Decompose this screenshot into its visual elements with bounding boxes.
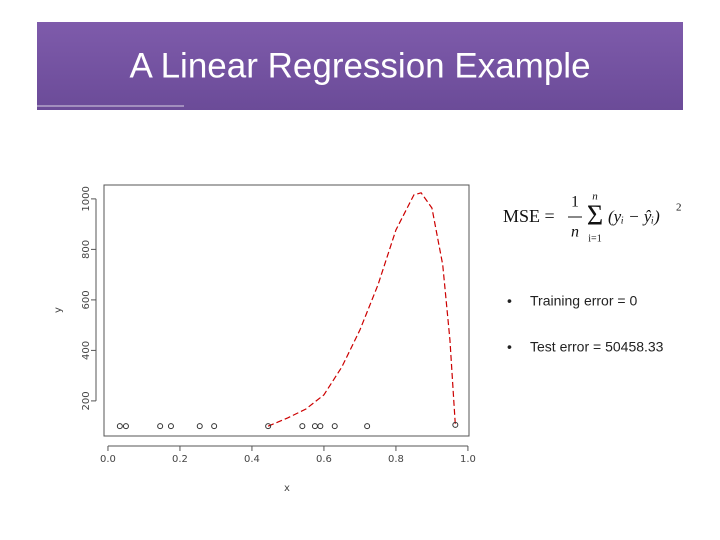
x-tick-label: 0.4 bbox=[244, 454, 260, 465]
formula-denominator: n bbox=[571, 224, 579, 241]
data-point bbox=[311, 423, 318, 430]
slide-title: A Linear Regression Example bbox=[129, 46, 590, 85]
formula-lhs: MSE = bbox=[503, 206, 555, 226]
bullet-text: Test error = 50458.33 bbox=[530, 339, 664, 355]
data-point bbox=[265, 423, 272, 430]
sum-bottom: i=1 bbox=[588, 233, 601, 244]
data-point bbox=[317, 423, 324, 430]
y-tick-label: 600 bbox=[81, 290, 92, 309]
y-tick-label: 800 bbox=[81, 240, 92, 259]
bullet-text: Training error = 0 bbox=[530, 293, 637, 309]
plot-box bbox=[103, 184, 470, 437]
data-point bbox=[196, 423, 203, 430]
data-point bbox=[122, 423, 129, 430]
formula-body: (yᵢ − ŷᵢ) bbox=[608, 207, 660, 226]
x-tick-label: 0.6 bbox=[316, 454, 332, 465]
bullets: • Training error = 0 • Test error = 5045… bbox=[507, 293, 664, 355]
data-point bbox=[157, 423, 164, 430]
data-point bbox=[299, 423, 306, 430]
bullet-dot: • bbox=[507, 339, 512, 355]
fit-curve bbox=[267, 192, 456, 427]
data-point bbox=[211, 423, 218, 430]
sum-top: n bbox=[592, 191, 598, 203]
y-tick-label: 1000 bbox=[81, 186, 92, 211]
bullet-dot: • bbox=[507, 293, 512, 309]
header-band bbox=[37, 22, 683, 110]
data-point bbox=[364, 423, 371, 430]
data-point bbox=[331, 423, 338, 430]
x-tick-label: 0.2 bbox=[172, 454, 188, 465]
x-tick-label: 0.0 bbox=[100, 454, 116, 465]
y-tick-label: 400 bbox=[81, 341, 92, 360]
formula-power: 2 bbox=[676, 202, 682, 214]
data-point bbox=[452, 421, 459, 428]
formula-numerator: 1 bbox=[571, 194, 579, 211]
y-axis-label: y bbox=[53, 307, 64, 313]
sigma: Σ bbox=[587, 200, 603, 231]
y-tick-label: 200 bbox=[81, 391, 92, 410]
data-point bbox=[116, 423, 123, 430]
x-tick-label: 0.8 bbox=[388, 454, 404, 465]
data-point bbox=[167, 423, 174, 430]
x-axis-label: x bbox=[284, 483, 290, 494]
x-tick-label: 1.0 bbox=[460, 454, 476, 465]
formula: MSE = 1 n n Σ i=1 (yᵢ − ŷᵢ) 2 bbox=[503, 191, 682, 245]
